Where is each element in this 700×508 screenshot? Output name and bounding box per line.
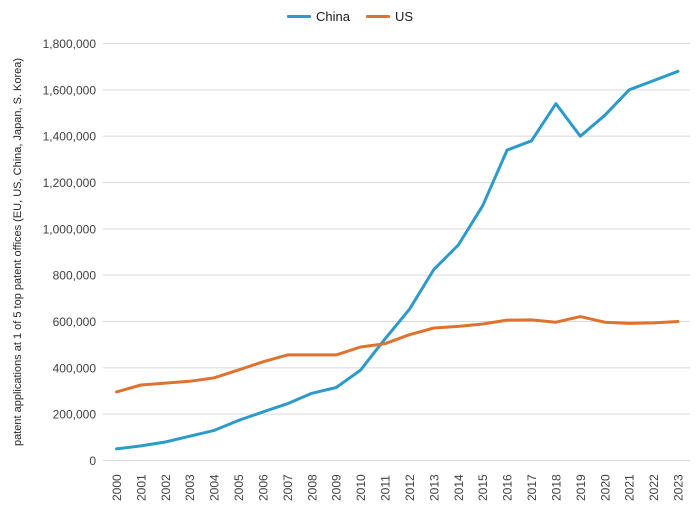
legend-item-us: US: [365, 9, 414, 24]
x-tick-label: 2007: [281, 474, 295, 501]
x-tick-label: 2020: [598, 474, 612, 501]
legend-label-us: US: [394, 9, 414, 24]
x-tick-label: 2001: [134, 474, 148, 501]
x-tick-label: 2008: [305, 474, 319, 501]
y-tick-label: 1,400,000: [43, 130, 97, 144]
legend: China US: [0, 9, 700, 24]
legend-item-china: China: [286, 9, 350, 24]
x-tick-label: 2021: [623, 474, 637, 501]
legend-label-china: China: [315, 9, 350, 24]
y-tick-label: 1,200,000: [43, 176, 97, 190]
y-axis-label: patent applications at 1 of 5 top patent…: [12, 58, 24, 446]
y-tick-label: 1,000,000: [43, 222, 97, 236]
x-tick-label: 2012: [403, 474, 417, 501]
y-tick-label: 0: [89, 454, 96, 468]
x-tick-label: 2005: [232, 474, 246, 501]
x-tick-label: 2023: [672, 474, 686, 501]
x-tick-label: 2010: [354, 474, 368, 501]
series-line-us: [115, 315, 680, 394]
x-tick-label: 2002: [159, 474, 173, 501]
y-tick-label: 200,000: [53, 408, 97, 422]
y-tick-label: 1,600,000: [43, 83, 97, 97]
x-tick-label: 2017: [525, 474, 539, 501]
legend-swatch-china: [286, 15, 311, 18]
x-tick-label: 2013: [427, 474, 441, 501]
x-tick-label: 2009: [330, 474, 344, 501]
series-line-china: [115, 69, 680, 451]
x-tick-label: 2003: [183, 474, 197, 501]
legend-swatch-us: [365, 15, 390, 18]
x-tick-label: 2016: [501, 474, 515, 501]
x-tick-label: 2004: [208, 474, 222, 501]
x-tick-label: 2014: [452, 474, 466, 501]
y-tick-label: 1,800,000: [43, 37, 97, 51]
y-tick-label: 600,000: [53, 315, 97, 329]
x-tick-label: 2018: [549, 474, 563, 501]
x-tick-label: 2006: [256, 474, 270, 501]
y-tick-label: 400,000: [53, 361, 97, 375]
x-tick-label: 2015: [476, 474, 490, 501]
x-tick-label: 2000: [110, 474, 124, 501]
x-tick-label: 2011: [379, 475, 393, 501]
x-tick-label: 2019: [574, 474, 588, 501]
x-tick-label: 2022: [647, 474, 661, 501]
y-tick-label: 800,000: [53, 269, 97, 283]
